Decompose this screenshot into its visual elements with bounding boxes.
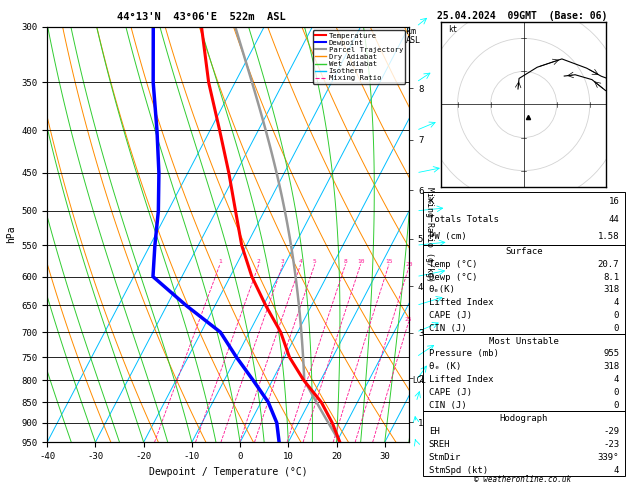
Text: 20.7: 20.7 bbox=[598, 260, 619, 269]
Text: Pressure (mb): Pressure (mb) bbox=[429, 349, 499, 359]
Text: -23: -23 bbox=[603, 440, 619, 449]
Text: 16: 16 bbox=[608, 197, 619, 206]
Text: Dewp (°C): Dewp (°C) bbox=[429, 273, 477, 282]
Text: 3: 3 bbox=[281, 260, 285, 264]
Text: θₑ (K): θₑ (K) bbox=[429, 362, 461, 371]
Text: 44°13'N  43°06'E  522m  ASL: 44°13'N 43°06'E 522m ASL bbox=[117, 12, 286, 22]
Text: StmDir: StmDir bbox=[429, 453, 461, 462]
Text: 5: 5 bbox=[313, 260, 316, 264]
Text: -29: -29 bbox=[603, 427, 619, 435]
Text: 2: 2 bbox=[257, 260, 261, 264]
Text: 0: 0 bbox=[614, 400, 619, 410]
Text: km: km bbox=[406, 27, 416, 36]
Text: 1.58: 1.58 bbox=[598, 232, 619, 241]
Text: 318: 318 bbox=[603, 285, 619, 295]
Bar bbox=[423, 334, 625, 411]
Text: kt: kt bbox=[448, 25, 457, 34]
Text: © weatheronline.co.uk: © weatheronline.co.uk bbox=[474, 474, 571, 484]
Text: Lifted Index: Lifted Index bbox=[429, 375, 493, 384]
Text: K: K bbox=[429, 197, 434, 206]
Text: 0: 0 bbox=[614, 388, 619, 397]
Text: 318: 318 bbox=[603, 362, 619, 371]
Text: 15: 15 bbox=[385, 260, 392, 264]
Text: Lifted Index: Lifted Index bbox=[429, 298, 493, 307]
Text: 44: 44 bbox=[608, 215, 619, 224]
Text: 955: 955 bbox=[603, 349, 619, 359]
Text: LCL: LCL bbox=[413, 376, 426, 385]
Text: SREH: SREH bbox=[429, 440, 450, 449]
Text: 8: 8 bbox=[343, 260, 347, 264]
Text: 20: 20 bbox=[405, 262, 413, 267]
Y-axis label: hPa: hPa bbox=[6, 226, 16, 243]
Text: 4: 4 bbox=[614, 375, 619, 384]
Text: 25.04.2024  09GMT  (Base: 06): 25.04.2024 09GMT (Base: 06) bbox=[437, 11, 607, 21]
Text: 4: 4 bbox=[614, 298, 619, 307]
Text: ASL: ASL bbox=[406, 36, 421, 46]
Text: PW (cm): PW (cm) bbox=[429, 232, 466, 241]
Text: CIN (J): CIN (J) bbox=[429, 400, 466, 410]
Text: 4: 4 bbox=[614, 466, 619, 475]
Text: EH: EH bbox=[429, 427, 440, 435]
Text: 0: 0 bbox=[614, 311, 619, 320]
Text: 10: 10 bbox=[357, 260, 364, 264]
Text: Most Unstable: Most Unstable bbox=[489, 337, 559, 346]
Text: Surface: Surface bbox=[505, 247, 543, 256]
Text: 0: 0 bbox=[614, 324, 619, 333]
Y-axis label: Mixing Ratio (g/kg): Mixing Ratio (g/kg) bbox=[425, 187, 435, 282]
Text: 8.1: 8.1 bbox=[603, 273, 619, 282]
Bar bbox=[423, 411, 625, 476]
Text: Temp (°C): Temp (°C) bbox=[429, 260, 477, 269]
Text: 339°: 339° bbox=[598, 453, 619, 462]
Text: Hodograph: Hodograph bbox=[500, 414, 548, 423]
Legend: Temperature, Dewpoint, Parcel Trajectory, Dry Adiabat, Wet Adiabat, Isotherm, Mi: Temperature, Dewpoint, Parcel Trajectory… bbox=[313, 30, 405, 84]
Text: StmSpd (kt): StmSpd (kt) bbox=[429, 466, 488, 475]
Text: CIN (J): CIN (J) bbox=[429, 324, 466, 333]
Text: θₑ(K): θₑ(K) bbox=[429, 285, 455, 295]
X-axis label: Dewpoint / Temperature (°C): Dewpoint / Temperature (°C) bbox=[148, 467, 308, 477]
Text: Totals Totals: Totals Totals bbox=[429, 215, 499, 224]
Text: 4: 4 bbox=[299, 260, 303, 264]
Text: CAPE (J): CAPE (J) bbox=[429, 311, 472, 320]
Bar bbox=[423, 192, 625, 244]
Text: 25: 25 bbox=[405, 317, 413, 322]
Bar bbox=[423, 244, 625, 334]
Text: CAPE (J): CAPE (J) bbox=[429, 388, 472, 397]
Text: 1: 1 bbox=[218, 260, 222, 264]
